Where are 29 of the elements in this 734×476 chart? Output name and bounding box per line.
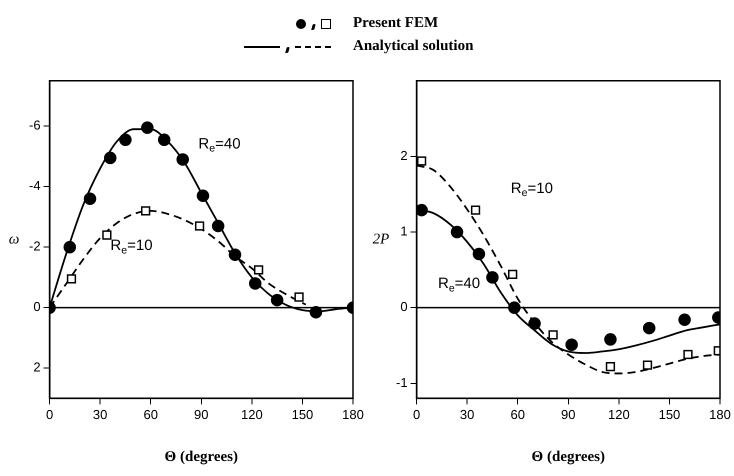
y-tick-label: 1 [400, 224, 408, 239]
x-tick-label: 60 [510, 406, 525, 422]
x-tick-label: 90 [194, 406, 209, 422]
y-tick-label: -6 [28, 118, 41, 133]
y-axis-title: 2P [372, 232, 390, 248]
x-tick-label: 150 [292, 406, 314, 422]
y-tick-label: -2 [28, 238, 41, 254]
x-axis-title: Θ (degrees) [164, 448, 238, 465]
x-tick-label: 60 [143, 406, 158, 422]
x-tick-label: 90 [561, 406, 576, 422]
x-tick-label: 150 [658, 406, 680, 422]
x-axis-title: Θ (degrees) [532, 448, 606, 465]
legend-label: Analytical solution [353, 38, 474, 55]
y-tick-label: -1 [396, 374, 408, 390]
y-tick-label: 0 [400, 299, 408, 314]
x-tick-label: 120 [241, 406, 263, 422]
y-tick-label: -4 [28, 178, 41, 194]
y-tick-label: 0 [33, 299, 41, 314]
x-tick-label: 30 [92, 406, 108, 422]
x-tick-label: 180 [709, 406, 731, 422]
legend-label: Present FEM [353, 15, 440, 32]
x-tick-label: 0 [46, 406, 54, 422]
x-tick-label: 180 [342, 406, 364, 422]
y-axis-title: ω [8, 232, 20, 248]
x-tick-label: 120 [608, 406, 630, 422]
x-tick-label: 0 [412, 406, 420, 422]
y-tick-label: 2 [400, 148, 408, 163]
x-tick-label: 30 [460, 406, 474, 422]
y-tick-label: 2 [33, 360, 41, 375]
